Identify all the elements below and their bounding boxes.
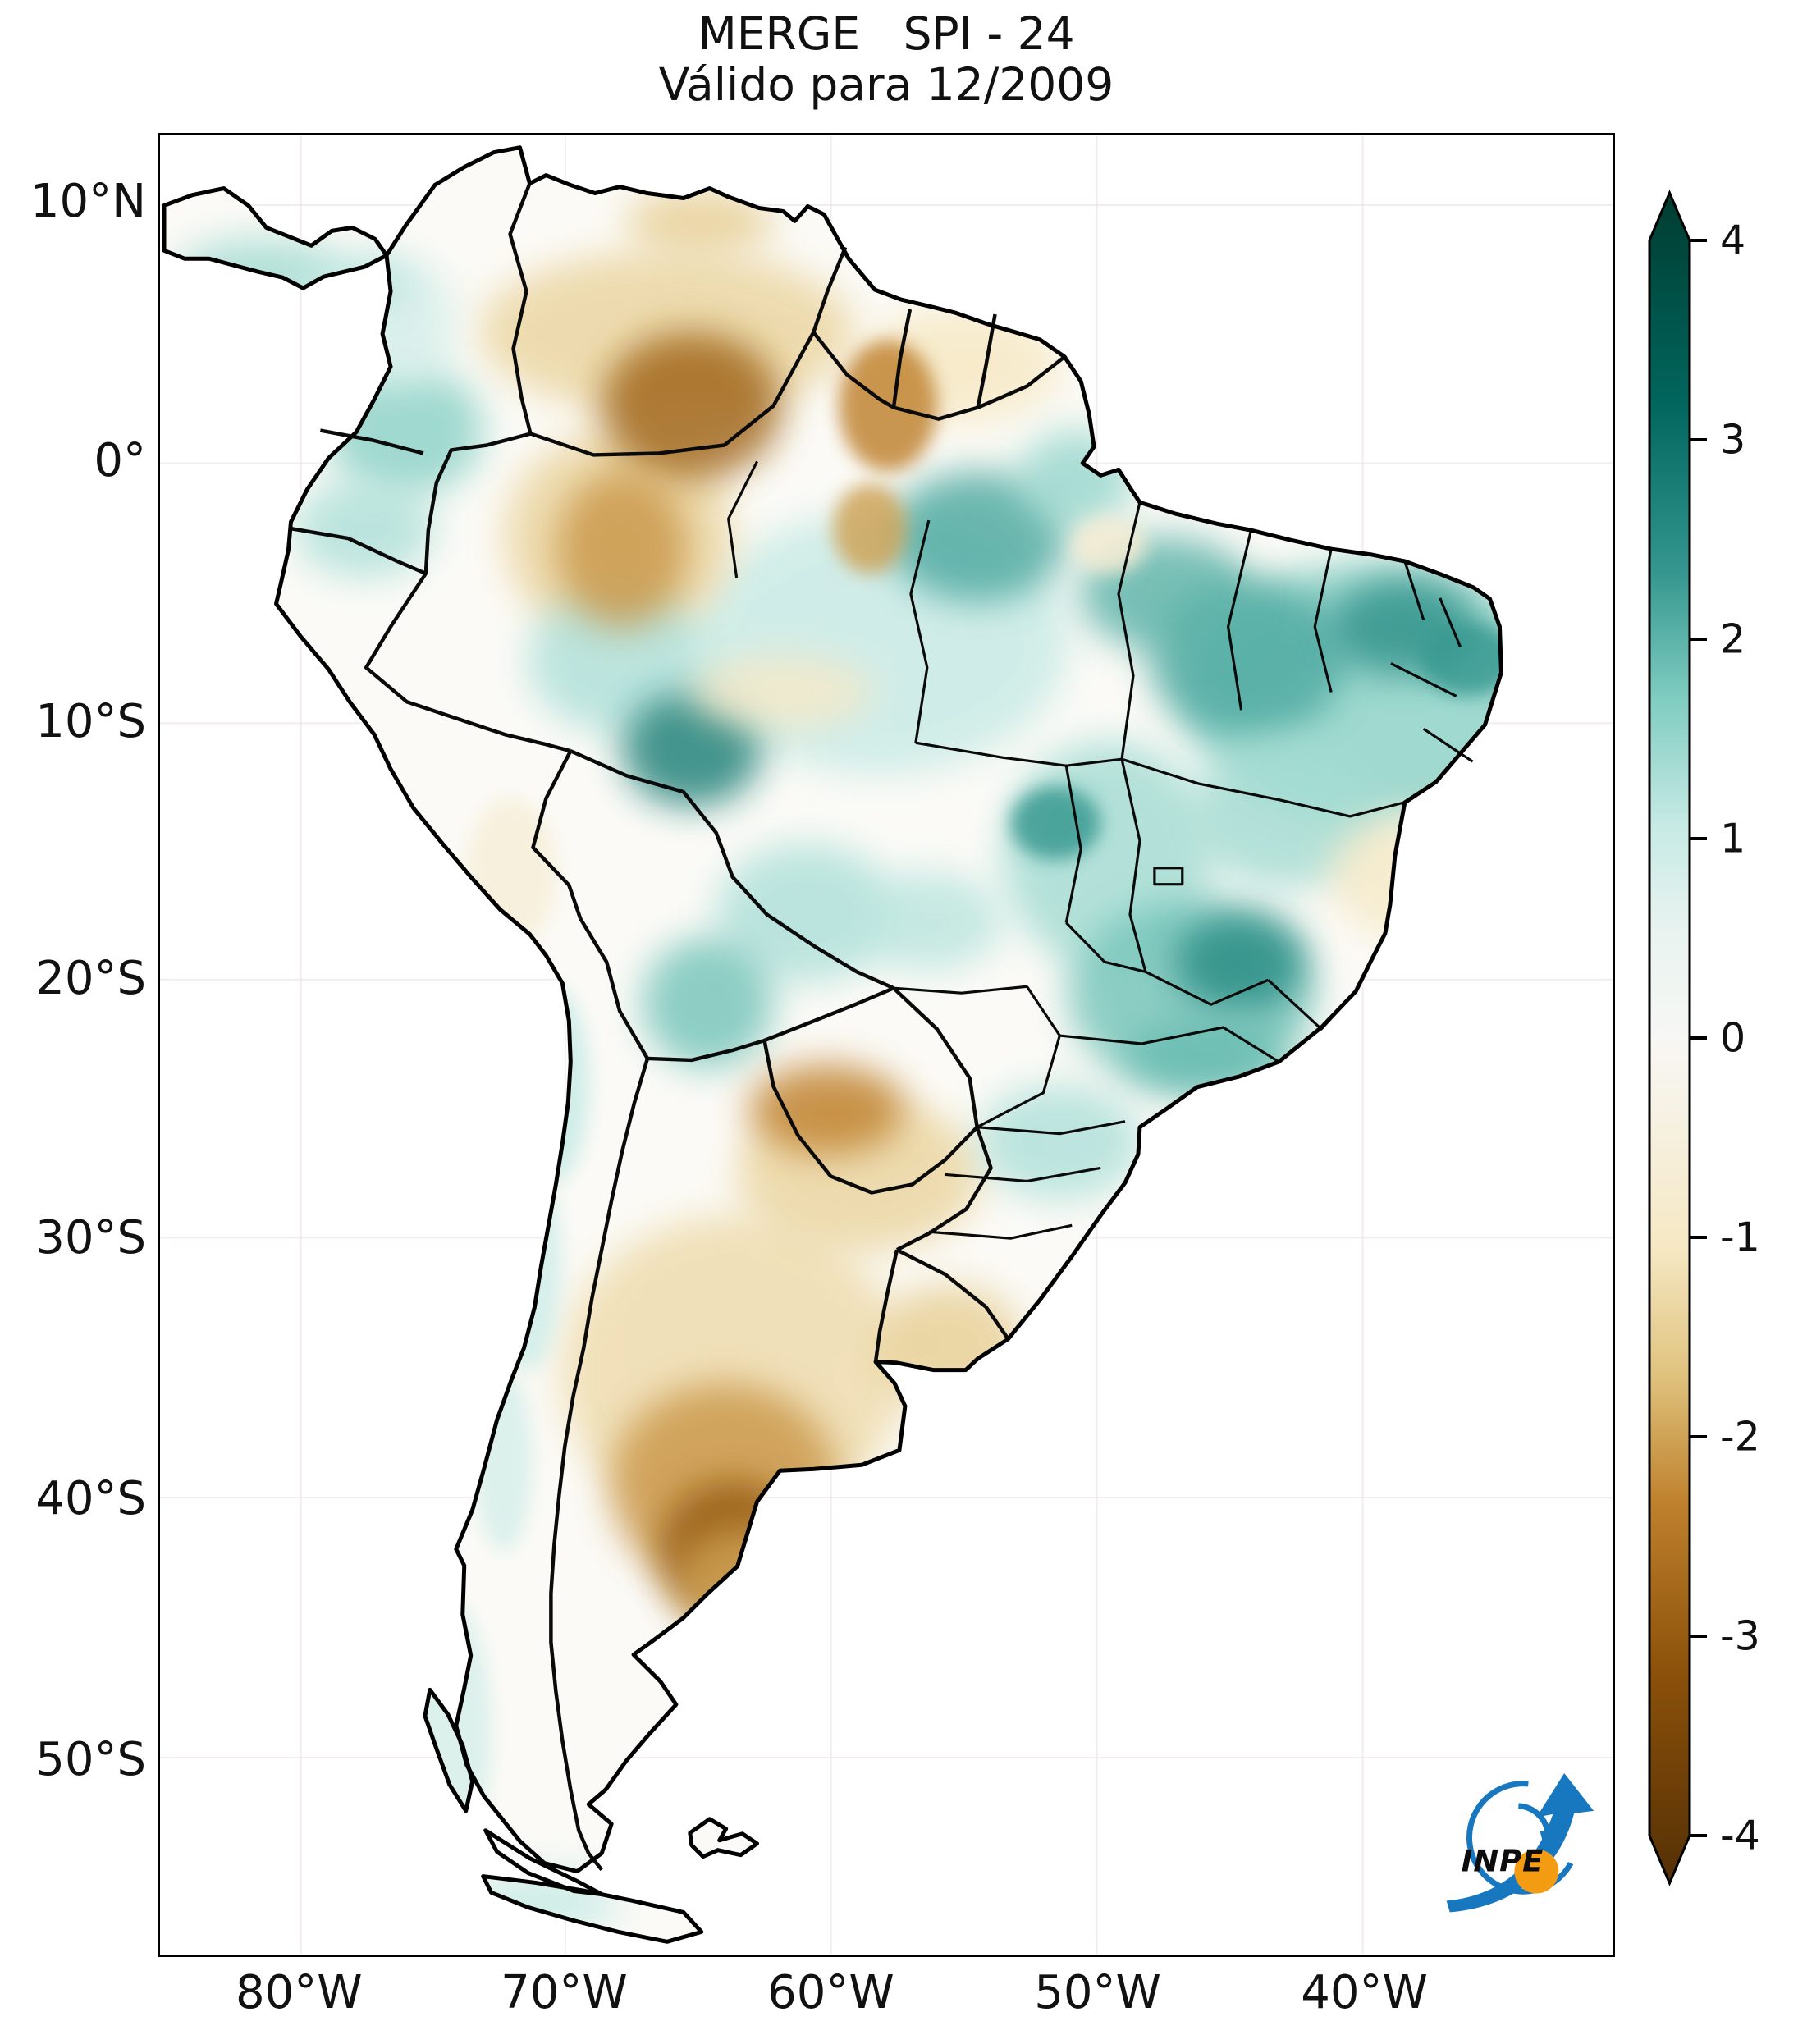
- spi-blob: [855, 871, 1003, 971]
- lat-tick-label: 10°N: [30, 175, 146, 229]
- inpe-logo-swirl-arrowhead: [1540, 1830, 1562, 1855]
- spi-blob: [887, 471, 1068, 602]
- colorbar-ticks: 4 3 2 1 0 -1 -2 -3 -4: [1690, 217, 1760, 1859]
- spi-blob: [643, 937, 774, 1068]
- lat-tick-label: 10°S: [35, 695, 146, 749]
- spi-blob: [515, 986, 590, 1183]
- lon-tick-label: 80°W: [235, 1966, 363, 2019]
- spi-blob: [626, 189, 774, 255]
- spi-blob: [466, 798, 557, 946]
- lon-tick-label: 70°W: [501, 1966, 628, 2019]
- spi-blob: [1329, 814, 1477, 938]
- lon-tick-label: 50°W: [1034, 1966, 1161, 2019]
- spi-blob: [528, 585, 708, 734]
- political-borders: [291, 182, 1474, 1871]
- lon-tick-label: 40°W: [1301, 1966, 1428, 2019]
- inpe-logo: INPE: [1446, 1772, 1594, 1913]
- colorbar-tick-label: -4: [1720, 1813, 1760, 1859]
- spi-blob: [1419, 622, 1502, 697]
- lat-tick-label: 20°S: [35, 952, 146, 1006]
- spi-blob: [833, 483, 907, 574]
- chart-subtitle: Válido para 12/2009: [658, 58, 1114, 111]
- spi-blob: [401, 1599, 492, 1862]
- spi-blob: [691, 655, 872, 729]
- colorbar-tick-label: -3: [1720, 1613, 1760, 1660]
- colorbar-tick-label: 4: [1720, 217, 1745, 264]
- spi-blob: [675, 1526, 823, 1641]
- lat-tick-label: 40°S: [35, 1472, 146, 1526]
- lon-tick-label: 60°W: [767, 1966, 894, 2019]
- chart-title: MERGE SPI - 24: [698, 7, 1075, 60]
- coastlines: [162, 145, 1503, 1944]
- spi-blob: [556, 471, 688, 627]
- spi-blob: [1174, 912, 1306, 1012]
- inpe-logo-arrow: [1446, 1772, 1594, 1913]
- lat-tick-label: 0°: [94, 434, 146, 488]
- inpe-logo-wordmark: INPE: [1462, 1844, 1544, 1879]
- inpe-logo-sun: [1514, 1849, 1559, 1894]
- spi-blob: [977, 1084, 1141, 1200]
- colorbar-tick-label: 3: [1720, 417, 1745, 464]
- spi-blob: [295, 479, 434, 578]
- inpe-logo-swirl-inner: [1518, 1803, 1551, 1836]
- spi-blob: [716, 843, 896, 983]
- south-america-map: INPE: [160, 135, 1613, 1955]
- colorbar: 4 3 2 1 0 -1 -2 -3 -4: [1648, 190, 1760, 1886]
- spi-blob: [1010, 786, 1101, 860]
- colorbar-tick-label: -1: [1720, 1214, 1760, 1261]
- map-plot-area: INPE: [158, 133, 1615, 1957]
- spi-blob: [299, 254, 414, 313]
- spi-field-layer: [163, 147, 1502, 1942]
- colorbar-tick-label: 2: [1720, 616, 1745, 663]
- lat-tick-label: 30°S: [35, 1211, 146, 1265]
- colorbar-tick-label: -2: [1720, 1414, 1760, 1461]
- colorbar-gradient-bar: [1648, 190, 1691, 1886]
- colorbar-tick-label: 0: [1720, 1015, 1745, 1062]
- lat-tick-label: 50°S: [35, 1732, 146, 1786]
- spi-blob: [602, 332, 782, 480]
- spi-blob: [748, 1063, 904, 1155]
- spi-blob: [1018, 430, 1133, 529]
- colorbar-tick-label: 1: [1720, 816, 1745, 862]
